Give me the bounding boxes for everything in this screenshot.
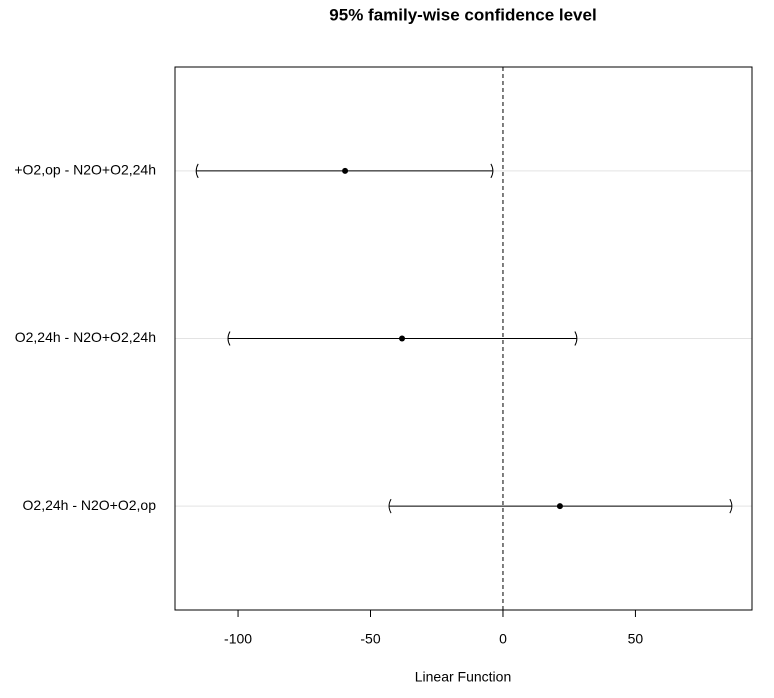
upper-bracket [574,331,578,346]
estimate-point [556,503,563,510]
x-tick-label: -100 [224,631,252,647]
lower-bracket [195,163,199,179]
estimate-point [342,167,349,174]
x-axis-label: Linear Function [415,669,512,685]
lower-bracket [388,498,392,514]
upper-bracket [490,163,494,179]
y-tick-label: O2,24h - N2O+O2,op [23,497,157,513]
chart-title: 95% family-wise confidence level [329,5,596,24]
x-tick-label: -50 [360,631,380,647]
lower-bracket [227,331,231,346]
estimate-point [399,335,406,342]
x-tick-label: 0 [499,631,507,647]
upper-bracket [729,498,733,514]
plot-frame [174,66,753,611]
x-tick-label: 50 [628,631,644,647]
y-tick-label: +O2,op - N2O+O2,24h [14,162,156,178]
y-tick-label: O2,24h - N2O+O2,24h [15,329,156,345]
